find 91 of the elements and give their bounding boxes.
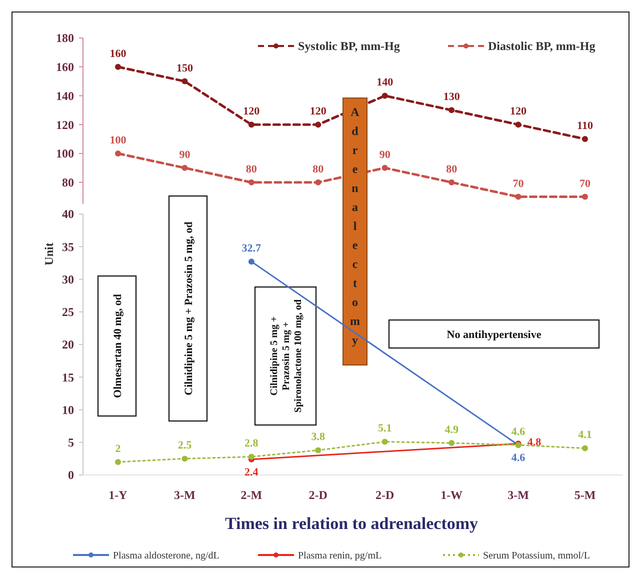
data-label: 90 — [179, 148, 191, 161]
data-label: 80 — [312, 163, 324, 176]
x-tick-label: 3-M — [174, 488, 196, 502]
data-label: 110 — [577, 120, 594, 132]
data-label: 160 — [110, 48, 127, 60]
data-label: 2.5 — [178, 440, 192, 452]
data-label: 140 — [376, 76, 394, 89]
point — [182, 78, 188, 84]
annotation: Cilnidipine 5 mg + Prazosin 5 mg + Spironolactone 100 mg, od — [269, 298, 304, 413]
point — [115, 64, 121, 70]
data-label: 2.4 — [244, 466, 259, 478]
x-tick-label: 3-M — [508, 488, 529, 502]
x-tick-label: 1-W — [440, 488, 463, 502]
data-label: 150 — [176, 62, 194, 74]
y-tick-label: 25 — [62, 305, 74, 320]
legend-label: Serum Potassium, mmol/L — [483, 550, 590, 562]
legend-label: Systolic BP, mm-Hg — [298, 39, 400, 54]
data-label: 100 — [110, 134, 127, 146]
point — [115, 150, 121, 156]
data-label: 5.1 — [378, 422, 392, 435]
annotation: Olmesartan 40 mg, od — [112, 294, 124, 398]
x-axis-title: Times in relation to adrenalectomy — [224, 514, 479, 533]
y-axis-title: Unit — [42, 242, 56, 266]
x-tick-label: 2-D — [308, 488, 328, 502]
x-tick-label: 2-M — [240, 488, 262, 502]
point — [182, 456, 188, 462]
legend-label: Plasma renin, pg/mL — [298, 550, 382, 562]
y-tick-label: 140 — [56, 88, 74, 103]
y-tick-label: 10 — [62, 402, 74, 417]
point — [382, 438, 388, 445]
note-box: Adrenalectomy — [342, 98, 368, 366]
point — [315, 447, 322, 454]
y-tick-label: 30 — [62, 272, 74, 286]
point — [448, 107, 455, 114]
y-tick-label: 35 — [62, 240, 74, 254]
data-label: 120 — [243, 106, 260, 118]
note-box: Cilnidipine 5 mg + Prazosin 5 mg, od — [168, 195, 208, 422]
point — [248, 454, 254, 460]
point — [115, 458, 121, 465]
point — [315, 179, 322, 186]
data-label: 80 — [246, 163, 258, 176]
x-tick-label: 1-Y — [108, 488, 128, 502]
data-label: 70 — [580, 178, 591, 190]
y-tick-label: 40 — [62, 207, 74, 222]
point — [382, 92, 388, 99]
y-tick-label: 80 — [62, 176, 74, 190]
point — [582, 445, 588, 452]
data-label: 130 — [443, 91, 460, 104]
data-label: 120 — [510, 106, 528, 118]
point — [582, 136, 588, 142]
note-box: No antihypertensive — [388, 319, 600, 349]
legend-label: Diastolic BP, mm-Hg — [488, 39, 596, 54]
y-tick-label: 5 — [68, 436, 74, 450]
y-tick-label: 160 — [56, 60, 74, 74]
y-tick-label: 180 — [56, 31, 74, 46]
point — [382, 164, 388, 171]
data-label: 4.9 — [444, 424, 459, 436]
point — [448, 179, 455, 186]
y-tick-label: 100 — [56, 146, 74, 161]
y-tick-label: 0 — [68, 468, 74, 482]
point — [448, 440, 455, 446]
y-tick-label: 120 — [56, 118, 74, 132]
data-label: 2 — [115, 442, 122, 455]
point — [182, 164, 188, 171]
data-label: 70 — [512, 178, 524, 190]
point — [248, 179, 254, 186]
note-box: Olmesartan 40 mg, od — [97, 275, 137, 417]
data-label: 32.7 — [242, 242, 262, 255]
legend-label: Plasma aldosterone, ng/dL — [113, 550, 220, 562]
data-label: 4.1 — [578, 429, 592, 442]
data-label: 120 — [310, 106, 327, 118]
annotation: No antihypertensive — [446, 328, 542, 341]
point — [315, 122, 322, 128]
data-label: 80 — [446, 163, 458, 176]
y-tick-label: 20 — [62, 338, 74, 352]
data-label: 4.6 — [511, 426, 526, 438]
point — [582, 194, 588, 200]
data-label: 4.6 — [511, 452, 526, 464]
data-label: 2.8 — [244, 438, 259, 450]
annotation: Cilnidipine 5 mg + Prazosin 5 mg, od — [182, 222, 195, 396]
note-box: Cilnidipine 5 mg + Prazosin 5 mg + Spironolactone 100 mg, od — [254, 286, 317, 426]
point — [515, 122, 522, 128]
data-label: 3.8 — [311, 431, 326, 444]
point — [515, 194, 522, 200]
data-label: 90 — [379, 148, 391, 161]
point — [248, 258, 254, 265]
data-label: 4.8 — [527, 436, 542, 449]
point — [248, 122, 254, 128]
x-tick-label: 2-D — [376, 488, 395, 502]
x-tick-label: 5-M — [574, 488, 596, 502]
y-tick-label: 15 — [62, 370, 74, 384]
